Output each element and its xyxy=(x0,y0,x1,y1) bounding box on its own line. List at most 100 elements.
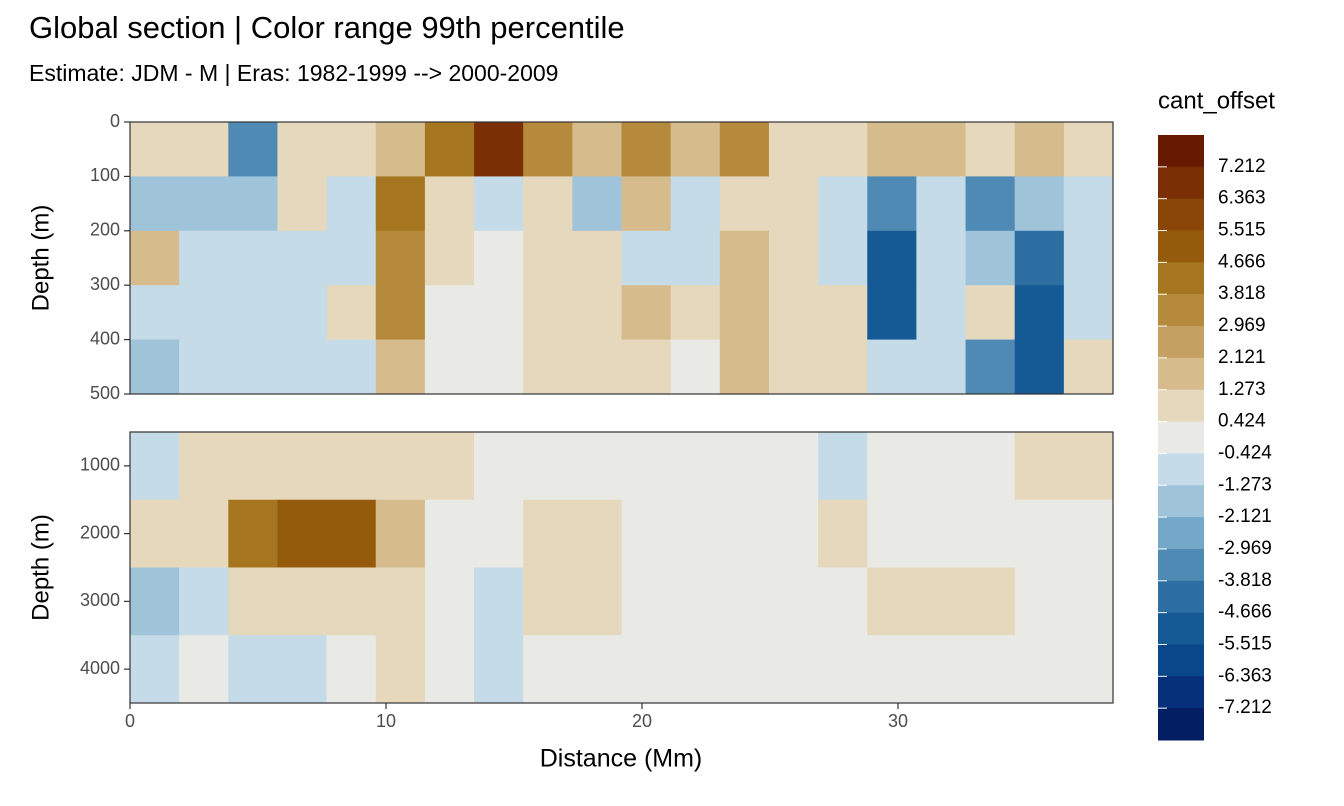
legend-label: 2.969 xyxy=(1218,315,1266,336)
heatmap-cell xyxy=(228,339,278,395)
heatmap-cell xyxy=(523,122,573,177)
heatmap-cell xyxy=(621,567,672,636)
heatmap-cell xyxy=(719,339,770,395)
heatmap-cell xyxy=(424,122,475,177)
heatmap-cell xyxy=(375,432,426,501)
heatmap-cell xyxy=(572,499,622,568)
heatmap-cell xyxy=(277,635,328,704)
heatmap-cell xyxy=(818,635,868,704)
heatmap-cell xyxy=(818,122,868,177)
legend-swatch xyxy=(1158,612,1204,645)
heatmap-cell xyxy=(916,499,967,568)
chart-title: Global section | Color range 99th percen… xyxy=(29,10,625,45)
heatmap-cell xyxy=(867,176,917,232)
heatmap-cell xyxy=(326,567,377,636)
heatmap-cell xyxy=(474,432,524,501)
heatmap-cell xyxy=(523,339,573,395)
heatmap-cell xyxy=(867,339,917,395)
heatmap-cell xyxy=(277,176,328,232)
heatmap-cell xyxy=(130,499,180,568)
heatmap-cell xyxy=(424,499,475,568)
y-tick-label: 2000 xyxy=(80,522,120,542)
heatmap-cell xyxy=(719,432,770,501)
heatmap-cell xyxy=(228,176,278,232)
heatmap-cell xyxy=(523,432,573,501)
heatmap-cell xyxy=(1063,567,1114,636)
heatmap-cell xyxy=(375,285,426,341)
chart-subtitle: Estimate: JDM - M | Eras: 1982-1999 --> … xyxy=(29,60,558,86)
heatmap-cell xyxy=(523,285,573,341)
x-tick-label: 20 xyxy=(632,711,652,731)
x-tick-label: 10 xyxy=(376,711,396,731)
panel-border xyxy=(129,431,1114,704)
legend-label: -4.666 xyxy=(1218,602,1272,623)
legend-swatch xyxy=(1158,676,1204,709)
heatmap-cell xyxy=(228,635,278,704)
heatmap-cell xyxy=(768,230,819,286)
heatmap-cell xyxy=(768,122,819,177)
heatmap-cell xyxy=(965,339,1016,395)
heatmap-cell xyxy=(768,432,819,501)
heatmap-cell xyxy=(1063,176,1114,232)
heatmap-cell xyxy=(326,635,377,704)
heatmap-cell xyxy=(375,339,426,395)
legend-label: 4.666 xyxy=(1218,251,1266,272)
heatmap-cell xyxy=(375,230,426,286)
heatmap-cell xyxy=(277,432,328,501)
heatmap-cell xyxy=(179,230,229,286)
heatmap-cell xyxy=(179,339,229,395)
heatmap-cell xyxy=(818,230,868,286)
heatmap-cell xyxy=(130,567,180,636)
heatmap-cell xyxy=(424,176,475,232)
heatmap-cell xyxy=(818,176,868,232)
heatmap-cell xyxy=(916,122,967,177)
legend-label: -7.212 xyxy=(1218,697,1272,718)
x-tick-label: 0 xyxy=(125,711,135,731)
y-tick-label: 200 xyxy=(90,220,120,240)
heatmap-cell xyxy=(867,499,917,568)
heatmap-cell xyxy=(768,635,819,704)
heatmap-cell xyxy=(867,635,917,704)
heatmap-cell xyxy=(277,567,328,636)
heatmap-cell xyxy=(621,285,672,341)
heatmap-cell xyxy=(474,176,524,232)
heatmap-cell xyxy=(572,635,622,704)
heatmap-cell xyxy=(916,230,967,286)
heatmap-cell xyxy=(1014,285,1065,341)
heatmap-cell xyxy=(1063,635,1114,704)
heatmap-cell xyxy=(523,176,573,232)
heatmap-cell xyxy=(277,122,328,177)
heatmap-cell xyxy=(965,230,1016,286)
heatmap-cell xyxy=(1014,122,1065,177)
heatmap-cell xyxy=(179,635,229,704)
heatmap-cell xyxy=(424,567,475,636)
heatmap-cell xyxy=(768,567,819,636)
heatmap-cell xyxy=(670,176,721,232)
heatmap-cell xyxy=(965,176,1016,232)
heatmap-cell xyxy=(228,499,278,568)
heatmap-cell xyxy=(670,339,721,395)
legend-swatch xyxy=(1158,644,1204,677)
heatmap-cell xyxy=(326,122,377,177)
heatmap-cell xyxy=(916,285,967,341)
heatmap-cell xyxy=(523,230,573,286)
heatmap-cell xyxy=(277,285,328,341)
heatmap-cell xyxy=(768,176,819,232)
heatmap-cell xyxy=(670,635,721,704)
legend-label: -5.515 xyxy=(1218,633,1272,654)
heatmap-cell xyxy=(1014,499,1065,568)
legend-label: 5.515 xyxy=(1218,220,1266,241)
heatmap-cell xyxy=(326,499,377,568)
legend-label: -2.121 xyxy=(1218,506,1272,527)
legend-label: -3.818 xyxy=(1218,570,1272,591)
legend-label: -6.363 xyxy=(1218,665,1272,686)
heatmap-cell xyxy=(326,285,377,341)
heatmap-cell xyxy=(424,339,475,395)
heatmap-cell xyxy=(130,339,180,395)
heatmap-cell xyxy=(1063,122,1114,177)
heatmap-cell xyxy=(621,230,672,286)
legend-label: 2.121 xyxy=(1218,347,1266,368)
heatmap-cell xyxy=(179,176,229,232)
heatmap-cell xyxy=(621,122,672,177)
